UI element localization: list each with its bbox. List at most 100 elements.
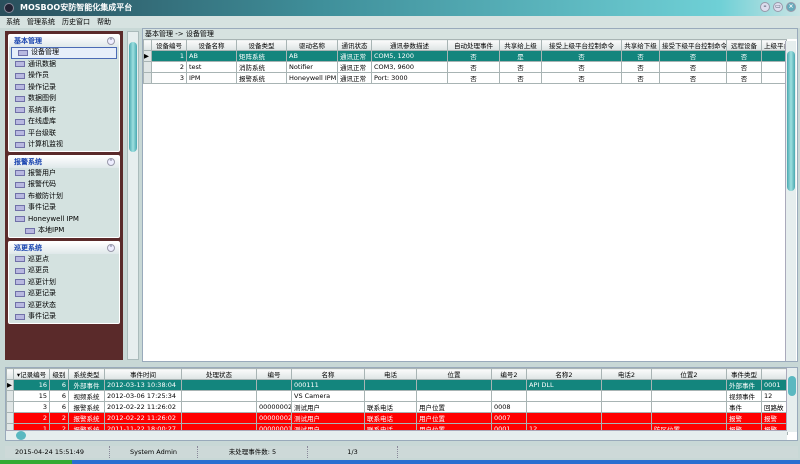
column-header[interactable]: 名称 xyxy=(291,368,365,380)
scroll-thumb[interactable] xyxy=(787,51,795,191)
menu-history[interactable]: 历史窗口 xyxy=(62,18,90,26)
sidebar-item-label: 巡更员 xyxy=(28,266,49,274)
event-row[interactable]: 3 6 报警系统 2012-02-22 11:26:02 00000002 测试用户 联系电… xyxy=(6,401,788,413)
sidebar-group-header[interactable]: 报警系统 ⌃ xyxy=(9,155,119,168)
table-cell: 矩阵系统 xyxy=(236,50,287,62)
row-indicator[interactable]: ▶ xyxy=(6,379,14,391)
sidebar-item[interactable]: 设备管理 xyxy=(11,47,117,59)
sidebar-item[interactable]: 系统事件 xyxy=(9,105,119,117)
column-header[interactable]: 系统类型 xyxy=(68,368,105,380)
collapse-chevron-icon[interactable]: ⌃ xyxy=(107,243,115,252)
menu-system[interactable]: 系统 xyxy=(6,18,20,26)
sidebar-item[interactable]: 数据图例 xyxy=(9,93,119,105)
column-header[interactable]: 名称2 xyxy=(526,368,602,380)
table-row[interactable]: 2 test 消防系统 Notifier 通讯正常 COM3, 9600 否否否否否否 xyxy=(143,61,787,73)
scroll-thumb[interactable] xyxy=(129,42,137,152)
table-cell: 测试用户 xyxy=(291,401,365,413)
column-header[interactable]: 位置2 xyxy=(651,368,727,380)
close-button[interactable]: × xyxy=(786,2,796,12)
table-cell xyxy=(526,412,602,424)
table-cell xyxy=(491,379,527,391)
sidebar-item[interactable]: 巡更员 xyxy=(9,265,119,277)
column-header[interactable]: 通讯状态 xyxy=(337,39,372,51)
column-header[interactable]: 编号2 xyxy=(491,368,527,380)
collapse-chevron-icon[interactable]: ⌃ xyxy=(107,157,115,166)
table-row[interactable]: ▶ 1 AB 矩阵系统 AB 通讯正常 COM5, 1200 否是否否否否 xyxy=(143,50,787,62)
sidebar-item[interactable]: 事件记录 xyxy=(9,202,119,214)
event-row[interactable]: ▶ 16 6 外部事件 2012-03-13 10:38:04 000111 API DLL… xyxy=(6,379,788,391)
menu-manage[interactable]: 管理系统 xyxy=(27,18,55,26)
sidebar-item[interactable]: 巡更点 xyxy=(9,254,119,266)
column-header[interactable] xyxy=(761,368,788,380)
row-indicator[interactable] xyxy=(143,61,152,73)
table-cell xyxy=(761,61,787,73)
menu-help[interactable]: 帮助 xyxy=(97,18,111,26)
event-row[interactable]: 15 6 视频系统 2012-03-06 17:25:34 VS Camera 视频事件 1… xyxy=(6,390,788,402)
minimize-button[interactable]: – xyxy=(760,2,770,12)
column-header[interactable]: 接受下级平台控制命令 xyxy=(659,39,727,51)
column-header[interactable]: 位置 xyxy=(416,368,492,380)
column-header[interactable]: 驱动名称 xyxy=(286,39,338,51)
sidebar-item[interactable]: 本地IPM xyxy=(9,225,119,237)
table-cell: 否 xyxy=(499,61,542,73)
sidebar-item[interactable]: 操作记录 xyxy=(9,82,119,94)
column-header[interactable]: 事件类型 xyxy=(726,368,762,380)
row-indicator[interactable] xyxy=(6,390,14,402)
table-cell: API DLL xyxy=(526,379,602,391)
table-cell: 0001 xyxy=(761,379,788,391)
event-table-vscrollbar[interactable] xyxy=(786,368,797,432)
sidebar-item[interactable]: 布撤防计划 xyxy=(9,191,119,203)
sidebar-item[interactable]: 在线虚库 xyxy=(9,116,119,128)
sidebar-item[interactable]: 报警代码 xyxy=(9,179,119,191)
column-header[interactable]: 设备名称 xyxy=(186,39,237,51)
sidebar-item[interactable]: 报警用户 xyxy=(9,168,119,180)
column-header[interactable]: 设备编号 xyxy=(151,39,187,51)
row-indicator[interactable] xyxy=(6,401,14,413)
sidebar-scrollbar[interactable] xyxy=(127,31,139,360)
column-header[interactable]: 共享给下级 xyxy=(621,39,660,51)
column-header[interactable]: 级别 xyxy=(49,368,69,380)
scroll-thumb[interactable] xyxy=(16,431,26,440)
device-table-scrollbar[interactable] xyxy=(785,41,796,361)
sidebar-item[interactable]: Honeywell IPM xyxy=(9,214,119,226)
sidebar-item[interactable]: 巡更计划 xyxy=(9,277,119,289)
sidebar-item[interactable]: 事件记录 xyxy=(9,311,119,323)
sidebar-item[interactable]: 巡更状态 xyxy=(9,300,119,312)
sidebar-item[interactable]: 通讯数据 xyxy=(9,59,119,71)
column-header[interactable]: 处理状态 xyxy=(181,368,257,380)
column-header[interactable]: 通讯参数描述 xyxy=(371,39,448,51)
sidebar-group-title: 报警系统 xyxy=(14,157,42,166)
column-header[interactable]: 电话 xyxy=(364,368,417,380)
sidebar-group-header[interactable]: 巡更系统 ⌃ xyxy=(9,241,119,254)
sidebar-item[interactable]: 操作员 xyxy=(9,70,119,82)
column-header[interactable]: 电话2 xyxy=(601,368,652,380)
table-cell: 2012-03-13 10:38:04 xyxy=(104,379,182,391)
row-indicator[interactable] xyxy=(143,72,152,84)
restore-button[interactable]: ▭ xyxy=(773,2,783,12)
column-header[interactable]: 上级平台名 xyxy=(761,39,787,51)
column-header[interactable]: 设备类型 xyxy=(236,39,287,51)
scroll-thumb[interactable] xyxy=(788,376,796,396)
app-logo-icon xyxy=(4,3,14,13)
column-header[interactable]: ▾记录编号 xyxy=(13,368,50,380)
event-row[interactable]: 2 2 报警系统 2012-02-22 11:26:02 00000002 测试用户 联系电… xyxy=(6,412,788,424)
column-header[interactable]: 事件时间 xyxy=(104,368,182,380)
table-cell xyxy=(491,390,527,402)
column-header[interactable]: 远程设备 xyxy=(726,39,762,51)
collapse-chevron-icon[interactable]: ⌃ xyxy=(107,37,115,45)
table-cell: 否 xyxy=(659,50,727,62)
column-header[interactable]: 编号 xyxy=(256,368,292,380)
sidebar-item[interactable]: 巡更记录 xyxy=(9,288,119,300)
sidebar-item[interactable]: 平台级联 xyxy=(9,128,119,140)
event-table-hscrollbar[interactable] xyxy=(6,430,787,440)
row-indicator[interactable]: ▶ xyxy=(143,50,152,62)
table-cell xyxy=(181,401,257,413)
row-indicator[interactable] xyxy=(6,412,14,424)
sidebar-group-header[interactable]: 基本管理 ⌃ xyxy=(9,35,119,47)
column-header[interactable]: 接受上级平台控制命令 xyxy=(541,39,622,51)
table-row[interactable]: 3 IPM 报警系统 Honeywell IPM 通讯正常 Port: 3000 否否否否否… xyxy=(143,72,787,84)
column-header[interactable]: 共享给上级 xyxy=(499,39,542,51)
column-header[interactable]: 自动处理事件 xyxy=(447,39,500,51)
table-cell: 否 xyxy=(621,61,660,73)
sidebar-item[interactable]: 计算机监视 xyxy=(9,139,119,151)
